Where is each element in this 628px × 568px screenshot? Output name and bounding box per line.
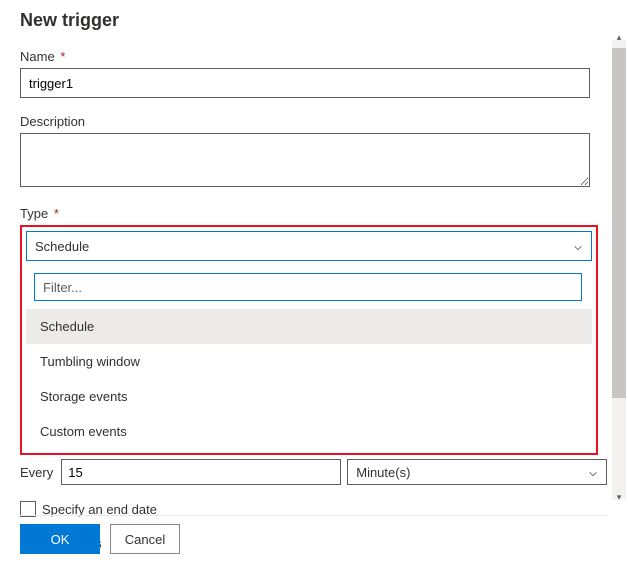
- scroll-down-arrow[interactable]: ▾: [612, 490, 626, 504]
- description-field: Description: [20, 114, 608, 190]
- name-input[interactable]: [20, 68, 590, 98]
- type-filter-input[interactable]: [34, 273, 582, 301]
- type-field: Type * Schedule Schedule Tumbling window…: [20, 206, 608, 455]
- recurrence-unit-select[interactable]: Minute(s): [347, 459, 607, 485]
- every-value-input[interactable]: [61, 459, 341, 485]
- type-dropdown-panel: Schedule Tumbling window Storage events …: [26, 267, 592, 449]
- description-label: Description: [20, 114, 608, 129]
- required-asterisk: *: [54, 206, 59, 221]
- type-option-custom[interactable]: Custom events: [26, 414, 592, 449]
- name-field: Name *: [20, 49, 608, 98]
- scrollbar-thumb[interactable]: [612, 48, 626, 398]
- name-label-text: Name: [20, 49, 55, 64]
- recurrence-unit-value: Minute(s): [356, 465, 410, 480]
- type-option-tumbling[interactable]: Tumbling window: [26, 344, 592, 379]
- required-asterisk: *: [60, 49, 65, 64]
- type-dropdown-highlight: Schedule Schedule Tumbling window Storag…: [20, 225, 598, 455]
- footer-divider: [20, 515, 608, 516]
- name-label: Name *: [20, 49, 608, 64]
- ok-button[interactable]: OK: [20, 524, 100, 554]
- type-label-text: Type: [20, 206, 48, 221]
- chevron-down-icon: [573, 241, 583, 251]
- chevron-down-icon: [588, 467, 598, 477]
- type-label: Type *: [20, 206, 608, 221]
- cancel-button[interactable]: Cancel: [110, 524, 180, 554]
- type-option-storage[interactable]: Storage events: [26, 379, 592, 414]
- type-option-schedule[interactable]: Schedule: [26, 309, 592, 344]
- description-input[interactable]: [20, 133, 590, 187]
- recurrence-row: Every Minute(s): [20, 459, 608, 485]
- every-label: Every: [20, 465, 53, 480]
- type-select[interactable]: Schedule: [26, 231, 592, 261]
- button-row: OK Cancel: [20, 524, 180, 554]
- page-title: New trigger: [20, 10, 608, 31]
- type-selected-value: Schedule: [35, 239, 89, 254]
